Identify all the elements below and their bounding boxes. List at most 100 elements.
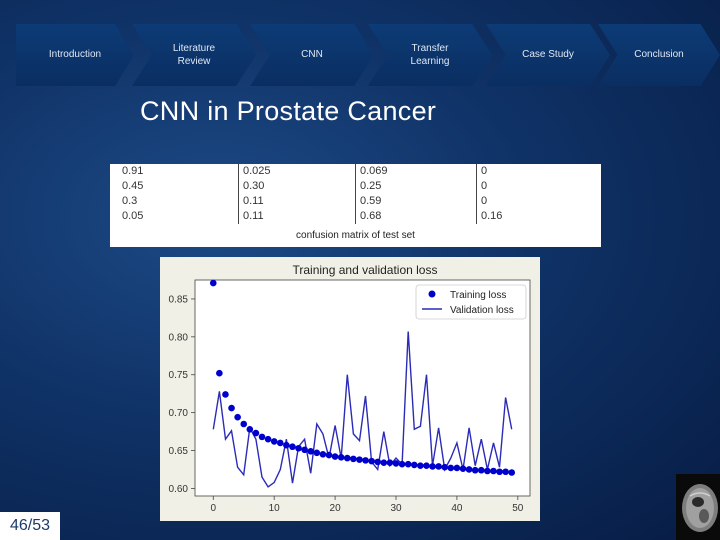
brain-scan-image [676, 474, 720, 540]
training-loss-point [252, 429, 260, 437]
table-cell: 0.16 [481, 210, 503, 222]
chart-axes: 0.60 0.65 0.70 0.75 0.80 0.85 0 10 20 30 40 50 [169, 294, 524, 514]
y-tick-label: 0.85 [169, 294, 189, 305]
training-loss-point [392, 460, 400, 467]
training-loss-point [362, 457, 369, 464]
section-nav: Introduction Literature Review CNN Trans… [0, 24, 720, 86]
training-loss-point [435, 463, 442, 470]
table-cell: 0.91 [118, 164, 239, 179]
training-loss-point [276, 439, 284, 447]
nav-item-case-study[interactable]: Case Study [486, 24, 610, 86]
nav-item-conclusion[interactable]: Conclusion [598, 24, 720, 86]
confusion-matrix: 0.91 0.025 0.069 0 0.45 0.30 0.25 0 0.3 … [110, 164, 601, 247]
table-cell: 0.11 [238, 194, 356, 209]
table-row: 0.05 0.11 0.68 0.16 [118, 209, 600, 224]
table-cell: 0.68 [355, 209, 477, 224]
training-loss-point [508, 469, 516, 476]
training-loss-point [496, 468, 503, 476]
training-loss-point [216, 369, 223, 377]
validation-loss-line [212, 331, 513, 488]
y-tick-label: 0.75 [169, 370, 189, 381]
training-loss-point [331, 453, 339, 460]
training-loss-point [459, 465, 467, 473]
table-cell: 0.11 [238, 209, 356, 224]
x-tick-label: 30 [390, 503, 402, 514]
table-cell: 0.25 [355, 179, 477, 194]
y-tick-label: 0.80 [169, 332, 189, 343]
training-loss-point [484, 467, 491, 475]
nav-label: Conclusion [634, 49, 684, 61]
training-loss-point [350, 455, 357, 463]
table-cell: 0.30 [238, 179, 356, 194]
training-loss-point [453, 464, 461, 472]
training-loss-point [471, 466, 479, 474]
nav-item-transfer-learning[interactable]: Transfer Learning [368, 24, 492, 86]
training-loss-point [417, 462, 424, 469]
loss-chart: Training and validation loss 0.60 0.65 0.7… [160, 257, 540, 521]
training-loss-point [343, 454, 351, 462]
table-cell: 0.05 [118, 209, 239, 224]
training-loss-point [319, 451, 327, 458]
training-loss-point [325, 451, 333, 459]
slide-title: CNN in Prostate Cancer [140, 96, 437, 126]
nav-label: Literature Review [172, 42, 216, 68]
training-loss-point [447, 464, 455, 472]
nav-item-introduction[interactable]: Introduction [16, 24, 134, 86]
x-tick-label: 20 [330, 503, 342, 514]
nav-item-literature-review[interactable]: Literature Review [132, 24, 256, 86]
table-cell: 0.45 [118, 179, 239, 194]
training-loss-point [502, 468, 509, 476]
chart-series [209, 279, 516, 488]
training-loss-point [222, 391, 229, 398]
table-row: 0.91 0.025 0.069 0 [118, 164, 600, 179]
training-loss-point [337, 454, 345, 461]
table-cell: 0 [481, 195, 488, 207]
confusion-matrix-caption: confusion matrix of test set [296, 230, 415, 241]
training-loss-point [423, 462, 430, 469]
legend-marker-training [428, 290, 436, 298]
training-loss-point [368, 457, 375, 465]
y-tick-label: 0.70 [169, 408, 189, 419]
legend-label-training: Training loss [450, 290, 506, 301]
nav-label: Transfer Learning [410, 42, 450, 68]
y-tick-label: 0.65 [169, 446, 189, 457]
x-tick-label: 40 [451, 503, 463, 514]
chart-title: Training and validation loss [293, 263, 438, 277]
training-loss-point [270, 438, 278, 445]
training-loss-point [477, 466, 485, 474]
table-cell: 0.025 [238, 164, 356, 179]
y-tick-label: 0.60 [169, 484, 189, 495]
training-loss-point [240, 420, 248, 428]
training-loss-point [209, 279, 217, 287]
training-loss-point [441, 463, 449, 471]
training-loss-point [404, 460, 412, 468]
training-loss-point [307, 447, 315, 455]
training-loss-point [264, 435, 272, 443]
training-loss-point [465, 466, 473, 473]
table-cell: 0 [481, 165, 488, 177]
training-loss-point [258, 433, 266, 441]
training-loss-point [283, 441, 290, 449]
table-cell: 0.3 [118, 194, 239, 209]
nav-label: CNN [301, 49, 323, 61]
x-tick-label: 10 [269, 503, 281, 514]
confusion-matrix-table: 0.91 0.025 0.069 0 0.45 0.30 0.25 0 0.3 … [118, 164, 600, 224]
training-loss-point [429, 463, 436, 470]
nav-item-cnn[interactable]: CNN [250, 24, 374, 86]
chart-legend: Training loss Validation loss [415, 284, 527, 320]
x-tick-label: 50 [512, 503, 524, 514]
nav-label: Case Study [522, 49, 574, 61]
table-cell: 0.59 [355, 194, 477, 209]
training-loss-point [386, 459, 394, 466]
x-tick-label: 0 [210, 503, 216, 514]
training-loss-point [289, 443, 296, 451]
training-loss-point [301, 446, 308, 454]
training-loss-point [356, 456, 363, 463]
training-loss-point [398, 460, 406, 468]
training-loss-point [380, 459, 388, 466]
training-loss-point [374, 458, 382, 466]
table-row: 0.45 0.30 0.25 0 [118, 179, 600, 194]
loss-chart-svg: Training and validation loss 0.60 0.65 0.7… [169, 263, 531, 514]
table-cell: 0.069 [355, 164, 477, 179]
table-row: 0.3 0.11 0.59 0 [118, 194, 600, 209]
